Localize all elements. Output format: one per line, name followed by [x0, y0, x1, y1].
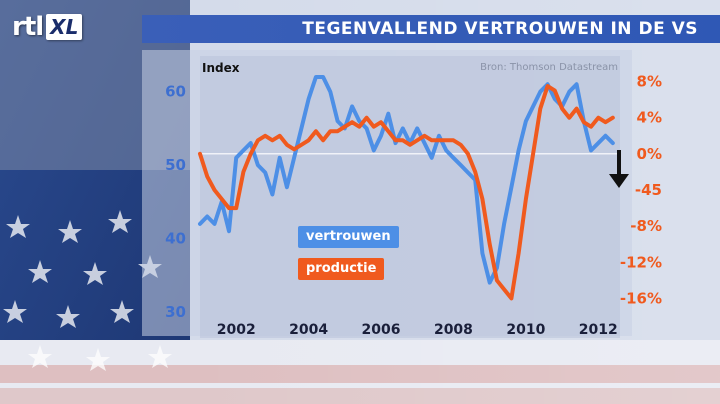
x-tick-label: 2004 [289, 322, 328, 338]
logo-text: rtl [12, 12, 44, 42]
arrow-down-icon [609, 174, 629, 188]
y-right-tick-label: 8% [637, 73, 662, 91]
y-right-tick-label: -8% [630, 217, 662, 235]
legend-productie: productie [298, 258, 385, 280]
logo-badge: XL [46, 14, 83, 40]
y-right-tick-label: -16% [620, 289, 662, 307]
x-tick-label: 2006 [362, 322, 401, 338]
y-right-tick-label: -12% [620, 253, 662, 271]
x-tick-label: 2002 [217, 322, 256, 338]
y-left-tick-label: 50 [165, 156, 186, 174]
x-tick-label: 2012 [579, 322, 618, 338]
x-tick-label: 2008 [434, 322, 473, 338]
x-tick-label: 2010 [506, 322, 545, 338]
y-right-tick-label: -45 [635, 181, 662, 199]
logo: rtl XL [12, 10, 83, 44]
series-line-vertrouwen [198, 75, 615, 285]
y-right-tick-label: 0% [637, 145, 662, 163]
source-label: Bron: Thomson Datastream [480, 62, 618, 73]
y-right-tick-label: 4% [637, 109, 662, 127]
series-line-productie [198, 84, 615, 301]
page-title: TEGENVALLEND VERTROUWEN IN DE VS [302, 19, 698, 39]
legend-vertrouwen: vertrouwen [298, 226, 399, 248]
y-left-tick-label: 60 [165, 83, 186, 101]
plot-area [200, 56, 620, 338]
y-left-tick-label: 30 [165, 303, 186, 321]
flag-stars [3, 210, 172, 371]
y-left-tick-label: 40 [165, 230, 186, 248]
title-bar: TEGENVALLEND VERTROUWEN IN DE VS [142, 15, 720, 43]
y-axis-label-left: Index [202, 61, 240, 75]
